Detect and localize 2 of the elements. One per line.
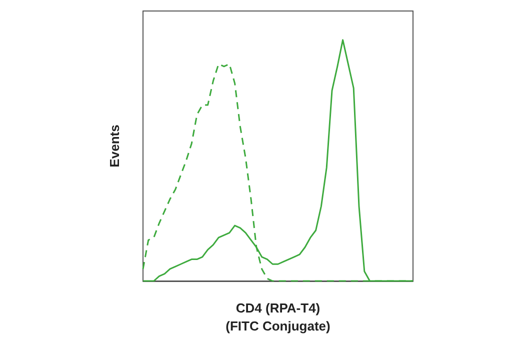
y-axis-title: Events (107, 124, 122, 168)
x-axis-title: CD4 (RPA-T4) (FITC Conjugate) (226, 300, 330, 334)
